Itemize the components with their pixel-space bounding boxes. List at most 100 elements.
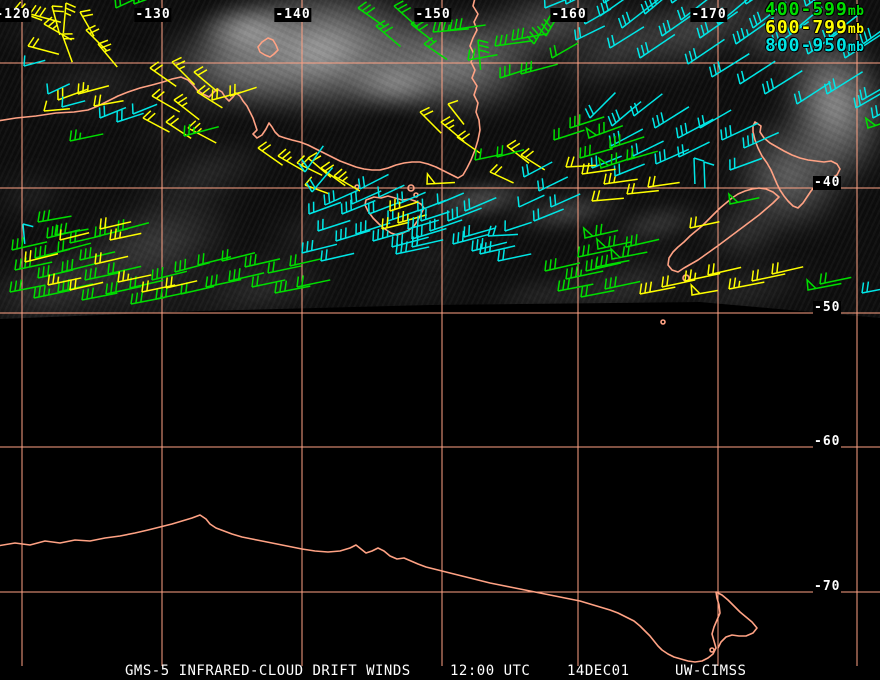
- wind-barb: [651, 106, 690, 129]
- wind-barb: [46, 224, 81, 239]
- wind-barb: [761, 70, 803, 95]
- wind-barb: [133, 0, 163, 5]
- wind-barb: [595, 235, 632, 250]
- wind-barb: [197, 253, 232, 266]
- wind-barb: [305, 167, 334, 193]
- wind-barb: [452, 230, 488, 245]
- wind-barb: [355, 220, 391, 235]
- wind-barb: [149, 61, 177, 87]
- wind-barb: [141, 280, 176, 293]
- wind-barb: [33, 285, 72, 299]
- wind-barb: [676, 0, 715, 21]
- wind-barb: [423, 37, 448, 61]
- latitude-label: -40: [813, 175, 842, 190]
- wind-barb: [117, 219, 150, 232]
- wind-barb: [544, 258, 581, 272]
- wind-barb: [596, 0, 637, 17]
- wind-barb: [391, 233, 429, 248]
- wind-barb: [861, 281, 880, 294]
- wind-barb: [375, 19, 401, 48]
- coastline-nz-north-island: [752, 121, 841, 209]
- wind-barb: [607, 100, 642, 127]
- wind-barb: [411, 235, 444, 248]
- wind-barb: [693, 157, 705, 185]
- wind-barb: [870, 102, 880, 119]
- wind-barb: [543, 0, 574, 9]
- wind-barb: [520, 147, 546, 171]
- legend-unit-label: mb: [847, 22, 865, 37]
- wind-barb: [640, 0, 680, 15]
- wind-barb: [841, 33, 880, 59]
- wind-barb: [793, 81, 831, 105]
- wind-barb: [511, 27, 548, 41]
- coastline-island: [709, 647, 715, 653]
- wind-barb: [183, 124, 219, 137]
- product-title: GMS-5 INFRARED-CLOUD DRIFT WINDS: [125, 663, 411, 679]
- wind-barb: [340, 199, 376, 215]
- wind-barb: [109, 228, 142, 241]
- wind-barb: [696, 11, 739, 39]
- coastline-nz-south-island: [667, 187, 780, 273]
- wind-barb: [585, 258, 622, 272]
- wind-barb: [46, 83, 71, 95]
- cloud-blob: [320, 50, 470, 120]
- wind-barb: [668, 0, 704, 4]
- wind-barb: [267, 261, 302, 274]
- wind-barb: [708, 53, 750, 78]
- wind-barb: [603, 172, 638, 185]
- wind-barb: [610, 245, 648, 260]
- wind-barb: [24, 250, 59, 263]
- coastline-island: [660, 319, 666, 325]
- wind-barb: [647, 175, 680, 188]
- wind-barb: [395, 241, 430, 255]
- wind-barb: [57, 240, 92, 253]
- wind-barb: [585, 121, 624, 139]
- image-grain-texture: [0, 0, 880, 319]
- wind-barb: [22, 223, 34, 244]
- wind-barb: [625, 234, 660, 248]
- wind-barb: [23, 55, 46, 67]
- wind-barb: [689, 216, 720, 229]
- wind-barb: [467, 48, 498, 61]
- latitude-label: -60: [813, 434, 842, 449]
- wind-barb: [9, 279, 46, 293]
- wind-barb: [323, 189, 359, 206]
- wind-barb: [79, 247, 116, 261]
- wind-barb: [520, 60, 558, 75]
- wind-barb: [193, 65, 218, 92]
- wind-barb: [98, 105, 127, 119]
- coastline-antarctica: [0, 514, 758, 663]
- wind-barb: [802, 0, 838, 7]
- longitude-label: -170: [690, 7, 728, 22]
- legend-unit-label: mb: [847, 4, 865, 19]
- wind-barb: [165, 114, 192, 139]
- wind-barb: [597, 152, 636, 169]
- wind-barb: [14, 257, 53, 271]
- wind-barb: [806, 278, 842, 291]
- wind-barb: [537, 176, 569, 192]
- wind-barb: [636, 33, 676, 59]
- legend-item-mid-level: 600-799mb: [765, 19, 865, 38]
- wind-barb: [174, 258, 210, 273]
- wind-barb: [447, 99, 465, 125]
- legend-range-label: 800-950: [765, 35, 848, 56]
- wind-barb: [631, 140, 664, 157]
- wind-barb: [251, 275, 286, 288]
- wind-barb: [94, 252, 129, 265]
- wind-barb: [117, 270, 152, 283]
- wind-barb: [720, 122, 759, 141]
- wind-barb: [296, 155, 323, 176]
- wind-barb: [142, 110, 170, 133]
- pressure-legend: 400-599mb 600-799mb 800-950mb: [765, 1, 865, 56]
- wind-barb: [229, 83, 257, 97]
- wind-barb: [595, 254, 630, 268]
- wind-barb: [658, 9, 701, 37]
- date-label: 14DEC01: [567, 663, 630, 679]
- wind-barb: [613, 163, 645, 177]
- wind-barb: [397, 211, 428, 224]
- wind-barb: [171, 56, 196, 86]
- wind-barb: [93, 94, 124, 107]
- wind-barb: [494, 34, 533, 47]
- longitude-label: -160: [550, 7, 588, 22]
